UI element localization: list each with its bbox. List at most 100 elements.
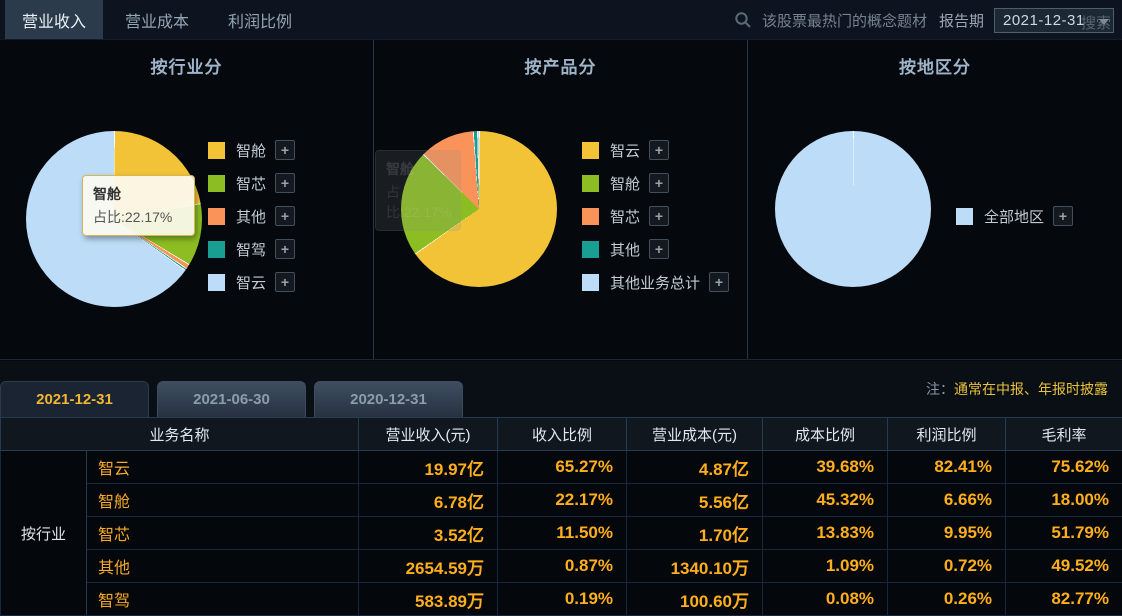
chart-title-industry: 按行业分 bbox=[0, 53, 373, 78]
legend-swatch bbox=[582, 208, 599, 225]
report-period-label: 报告期 bbox=[939, 10, 984, 31]
legend-label: 其他业务总计 bbox=[610, 272, 700, 293]
legend-add-button[interactable]: + bbox=[275, 272, 295, 292]
chart-panel-region: 按地区分 全部地区 + bbox=[748, 40, 1122, 359]
legend-add-button[interactable]: + bbox=[275, 206, 295, 226]
legend-swatch bbox=[956, 208, 973, 225]
table-header-2: 收入比例 bbox=[498, 418, 627, 451]
value-cell-4: 6.66% bbox=[888, 484, 1006, 517]
legend-region: 全部地区 + bbox=[956, 205, 1073, 238]
legend-add-button[interactable]: + bbox=[649, 140, 669, 160]
legend-label: 其他 bbox=[236, 206, 266, 227]
legend-item: 智云 + bbox=[582, 139, 729, 161]
legend-item: 智云 + bbox=[208, 271, 295, 293]
value-cell-0: 583.89万 bbox=[359, 583, 498, 616]
report-period-value: 2021-12-31 bbox=[1003, 12, 1085, 29]
business-name-cell: 智驾 bbox=[87, 583, 359, 616]
legend-add-button[interactable]: + bbox=[709, 272, 729, 292]
table-header-row: 业务名称营业收入(元)收入比例营业成本(元)成本比例利润比例毛利率 bbox=[1, 418, 1122, 451]
pie-chart-region[interactable] bbox=[775, 131, 931, 287]
table-group-label: 按行业 bbox=[1, 451, 87, 616]
chart-title-product: 按产品分 bbox=[374, 53, 747, 78]
value-cell-1: 65.27% bbox=[498, 451, 627, 484]
table-header-4: 成本比例 bbox=[763, 418, 888, 451]
value-cell-4: 82.41% bbox=[888, 451, 1006, 484]
legend-item: 其他 + bbox=[582, 238, 729, 260]
top-tabs: 营业收入营业成本利润比例 bbox=[0, 0, 309, 39]
value-cell-4: 0.72% bbox=[888, 550, 1006, 583]
legend-add-button[interactable]: + bbox=[1053, 206, 1073, 226]
table-header-0: 业务名称 bbox=[1, 418, 359, 451]
top-tab-1[interactable]: 营业成本 bbox=[108, 0, 206, 39]
legend-add-button[interactable]: + bbox=[275, 239, 295, 259]
chevron-down-icon bbox=[1099, 19, 1109, 25]
note-prefix: 注： bbox=[926, 381, 954, 397]
legend-label: 智云 bbox=[236, 272, 266, 293]
legend-item: 智驾 + bbox=[208, 238, 295, 260]
legend-add-button[interactable]: + bbox=[275, 173, 295, 193]
charts-section: 按行业分 智舱 + 智芯 + 其他 + 智驾 + 智云 + 智舱 占比:22.1… bbox=[0, 40, 1122, 360]
top-tab-2[interactable]: 利润比例 bbox=[211, 0, 309, 39]
value-cell-5: 82.77% bbox=[1006, 583, 1122, 616]
value-cell-0: 3.52亿 bbox=[359, 517, 498, 550]
table-header-5: 利润比例 bbox=[888, 418, 1006, 451]
tooltip-value: 占比:22.17% bbox=[386, 182, 450, 222]
legend-swatch bbox=[582, 241, 599, 258]
legend-product: 智云 + 智舱 + 智芯 + 其他 + 其他业务总计 + bbox=[582, 139, 729, 304]
business-name-cell: 智芯 bbox=[87, 517, 359, 550]
legend-label: 其他 bbox=[610, 239, 640, 260]
value-cell-4: 9.95% bbox=[888, 517, 1006, 550]
value-cell-1: 22.17% bbox=[498, 484, 627, 517]
report-date-tab-0[interactable]: 2021-12-31 bbox=[0, 381, 149, 417]
chart-panel-product: 按产品分 智云 + 智舱 + 智芯 + 其他 + 其他业务总计 + 智舱 占比:… bbox=[374, 40, 748, 359]
legend-item: 全部地区 + bbox=[956, 205, 1073, 227]
search-input[interactable]: 该股票最热门的概念题材 bbox=[762, 10, 927, 31]
legend-swatch bbox=[208, 241, 225, 258]
value-cell-2: 1.70亿 bbox=[627, 517, 763, 550]
legend-add-button[interactable]: + bbox=[649, 173, 669, 193]
legend-add-button[interactable]: + bbox=[649, 206, 669, 226]
tooltip-value: 占比:22.17% bbox=[93, 207, 184, 227]
table-header-3: 营业成本(元) bbox=[627, 418, 763, 451]
value-cell-0: 19.97亿 bbox=[359, 451, 498, 484]
legend-label: 智舱 bbox=[236, 140, 266, 161]
business-name-cell: 其他 bbox=[87, 550, 359, 583]
top-tab-bar: 营业收入营业成本利润比例 该股票最热门的概念题材 报告期 2021-12-31 … bbox=[0, 0, 1122, 40]
legend-add-button[interactable]: + bbox=[649, 239, 669, 259]
value-cell-0: 6.78亿 bbox=[359, 484, 498, 517]
legend-swatch bbox=[208, 142, 225, 159]
top-tab-0[interactable]: 营业收入 bbox=[5, 0, 103, 39]
legend-item: 智芯 + bbox=[208, 172, 295, 194]
value-cell-5: 51.79% bbox=[1006, 517, 1122, 550]
legend-swatch bbox=[208, 274, 225, 291]
legend-add-button[interactable]: + bbox=[275, 140, 295, 160]
value-cell-5: 49.52% bbox=[1006, 550, 1122, 583]
value-cell-3: 39.68% bbox=[763, 451, 888, 484]
report-date-tab-2[interactable]: 2020-12-31 bbox=[314, 381, 463, 417]
value-cell-5: 18.00% bbox=[1006, 484, 1122, 517]
legend-swatch bbox=[208, 175, 225, 192]
legend-item: 智芯 + bbox=[582, 205, 729, 227]
report-period-select[interactable]: 2021-12-31 搜索 bbox=[994, 8, 1114, 33]
value-cell-2: 1340.10万 bbox=[627, 550, 763, 583]
chart-panel-industry: 按行业分 智舱 + 智芯 + 其他 + 智驾 + 智云 + 智舱 占比:22.1… bbox=[0, 40, 374, 359]
value-cell-2: 100.60万 bbox=[627, 583, 763, 616]
pie-tooltip-fading: 智舱 占比:22.17% bbox=[375, 150, 461, 231]
legend-label: 智舱 bbox=[610, 173, 640, 194]
legend-industry: 智舱 + 智芯 + 其他 + 智驾 + 智云 + bbox=[208, 139, 295, 304]
value-cell-5: 75.62% bbox=[1006, 451, 1122, 484]
pie-tooltip: 智舱 占比:22.17% bbox=[82, 175, 195, 236]
legend-swatch bbox=[582, 142, 599, 159]
report-date-tab-1[interactable]: 2021-06-30 bbox=[157, 381, 306, 417]
value-cell-1: 11.50% bbox=[498, 517, 627, 550]
search-icon[interactable] bbox=[734, 11, 752, 29]
legend-swatch bbox=[582, 274, 599, 291]
value-cell-3: 0.08% bbox=[763, 583, 888, 616]
